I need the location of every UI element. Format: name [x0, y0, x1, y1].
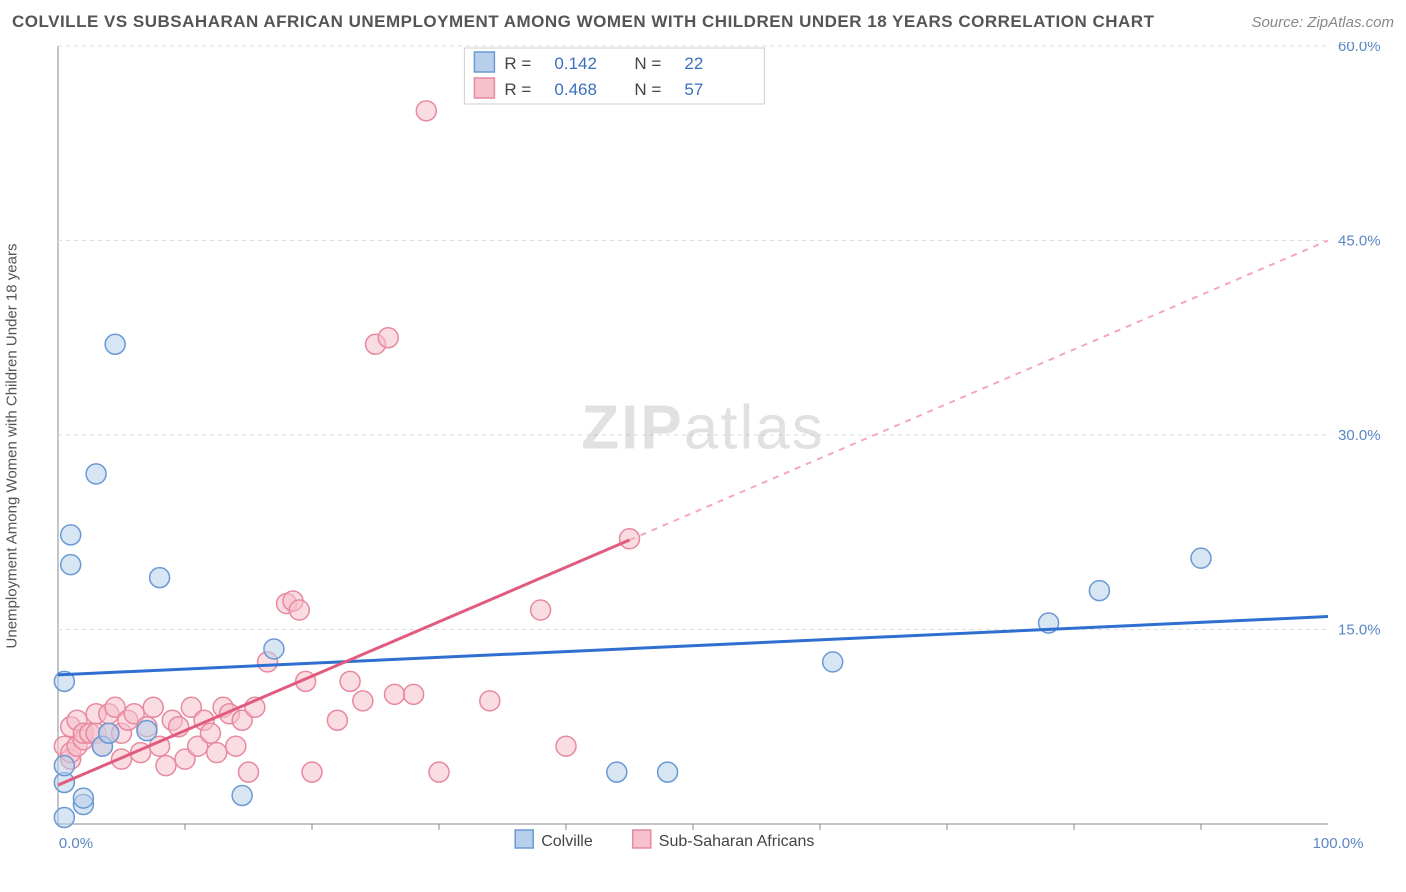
- data-point: [264, 639, 284, 659]
- data-point: [823, 652, 843, 672]
- y-tick-label: 30.0%: [1338, 427, 1381, 444]
- data-point: [73, 788, 93, 808]
- y-tick-label: 60.0%: [1338, 42, 1381, 55]
- data-point: [620, 529, 640, 549]
- data-point: [200, 723, 220, 743]
- chart-source: Source: ZipAtlas.com: [1251, 14, 1394, 31]
- data-point: [531, 600, 551, 620]
- data-point: [61, 555, 81, 575]
- data-point: [1191, 548, 1211, 568]
- data-point: [232, 785, 252, 805]
- y-tick-label: 45.0%: [1338, 233, 1381, 250]
- data-point: [556, 736, 576, 756]
- y-axis-label: Unemployment Among Women with Children U…: [4, 244, 21, 649]
- data-point: [327, 710, 347, 730]
- chart-title: COLVILLE VS SUBSAHARAN AFRICAN UNEMPLOYM…: [12, 12, 1154, 32]
- legend-series-label: Colville: [541, 833, 593, 850]
- data-point: [340, 671, 360, 691]
- data-point: [239, 762, 259, 782]
- legend-r-value: 0.468: [554, 80, 597, 99]
- legend-r-value: 0.142: [554, 54, 597, 73]
- data-point: [658, 762, 678, 782]
- data-point: [143, 697, 163, 717]
- trend-line: [58, 617, 1328, 675]
- data-point: [137, 721, 157, 741]
- legend-swatch: [633, 830, 651, 848]
- data-point: [54, 756, 74, 776]
- y-tick-label: 15.0%: [1338, 622, 1381, 639]
- data-point: [105, 334, 125, 354]
- trend-line: [58, 540, 630, 785]
- trend-line-extrapolated: [630, 241, 1329, 541]
- data-point: [416, 101, 436, 121]
- data-point: [429, 762, 449, 782]
- chart-container: 15.0% 30.0% 45.0% 60.0% 0.0% 100.0% R = 0.142 N …: [52, 42, 1396, 860]
- legend-series-label: Sub-Saharan Africans: [659, 833, 815, 850]
- data-point: [378, 328, 398, 348]
- data-point: [226, 736, 246, 756]
- data-point: [61, 525, 81, 545]
- data-point: [289, 600, 309, 620]
- legend-r-label: R =: [504, 54, 531, 73]
- legend-n-value: 57: [684, 80, 703, 99]
- data-point: [385, 684, 405, 704]
- data-point: [99, 723, 119, 743]
- scatter-chart: 15.0% 30.0% 45.0% 60.0% 0.0% 100.0% R = 0.142 N …: [52, 42, 1396, 860]
- data-point: [207, 743, 227, 763]
- x-tick-label: 100.0%: [1313, 835, 1364, 852]
- data-point: [156, 756, 176, 776]
- chart-header: COLVILLE VS SUBSAHARAN AFRICAN UNEMPLOYM…: [12, 8, 1394, 36]
- legend-swatch: [474, 78, 494, 98]
- data-point: [404, 684, 424, 704]
- data-point: [302, 762, 322, 782]
- data-point: [480, 691, 500, 711]
- legend-n-label: N =: [634, 80, 661, 99]
- legend-n-label: N =: [634, 54, 661, 73]
- data-point: [1089, 581, 1109, 601]
- legend-swatch: [474, 52, 494, 72]
- legend-n-value: 22: [684, 54, 703, 73]
- data-point: [353, 691, 373, 711]
- x-tick-label: 0.0%: [59, 835, 93, 852]
- data-point: [86, 464, 106, 484]
- data-point: [54, 808, 74, 828]
- legend-r-label: R =: [504, 80, 531, 99]
- data-point: [607, 762, 627, 782]
- legend-swatch: [515, 830, 533, 848]
- data-point: [150, 568, 170, 588]
